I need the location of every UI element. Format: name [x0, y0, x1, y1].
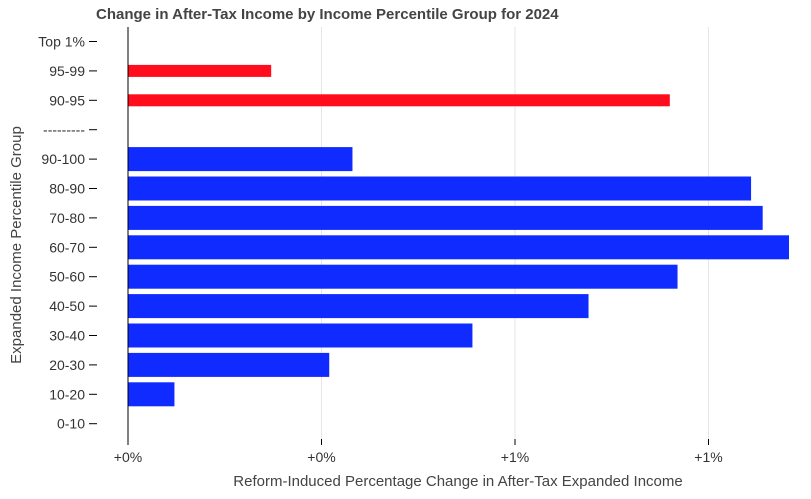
y-tick-label: Top 1% — [38, 34, 85, 50]
x-axis-title: Reform-Induced Percentage Change in Afte… — [233, 473, 682, 490]
x-tick-label: +1% — [501, 449, 529, 465]
axis-layer: +0% +0% +1% +1% Top 1% 95-99 90-95 --------- 90-… — [38, 27, 723, 465]
y-tick-label: 0-10 — [57, 416, 85, 432]
x-tick-label: +0% — [307, 449, 335, 465]
grid-layer — [321, 27, 709, 439]
y-tick-label: 10-20 — [49, 386, 85, 402]
x-tick-label: +1% — [694, 449, 722, 465]
x-tick-label: +0% — [114, 449, 142, 465]
y-tick-label: 95-99 — [49, 63, 85, 79]
y-tick-label: 70-80 — [49, 210, 85, 226]
y-tick-label: 50-60 — [49, 269, 85, 285]
y-tick-label: 20-30 — [49, 357, 85, 373]
bars-layer — [128, 64, 789, 407]
y-tick-label: 30-40 — [49, 328, 85, 344]
bar-50-60 — [128, 264, 678, 289]
bar-90-100 — [128, 147, 353, 172]
y-tick-label: 40-50 — [49, 298, 85, 314]
bar-70-80 — [128, 205, 763, 230]
y-tick-label: --------- — [43, 122, 85, 138]
bar-30-40 — [128, 323, 473, 348]
y-tick-label: 60-70 — [49, 239, 85, 255]
y-tick-label: 90-100 — [41, 151, 85, 167]
y-tick-label: 80-90 — [49, 181, 85, 197]
bar-10-20 — [128, 382, 175, 407]
bar-80-90 — [128, 176, 752, 201]
y-axis-title: Expanded Income Percentile Group — [8, 126, 25, 364]
bar-60-70 — [128, 235, 789, 260]
bar-20-30 — [128, 352, 330, 377]
bar-90-95 — [128, 94, 670, 107]
chart-title: Change in After-Tax Income by Income Per… — [96, 6, 559, 23]
y-tick-label: 90-95 — [49, 92, 85, 108]
bar-40-50 — [128, 294, 589, 319]
bar-95-99 — [128, 64, 272, 77]
